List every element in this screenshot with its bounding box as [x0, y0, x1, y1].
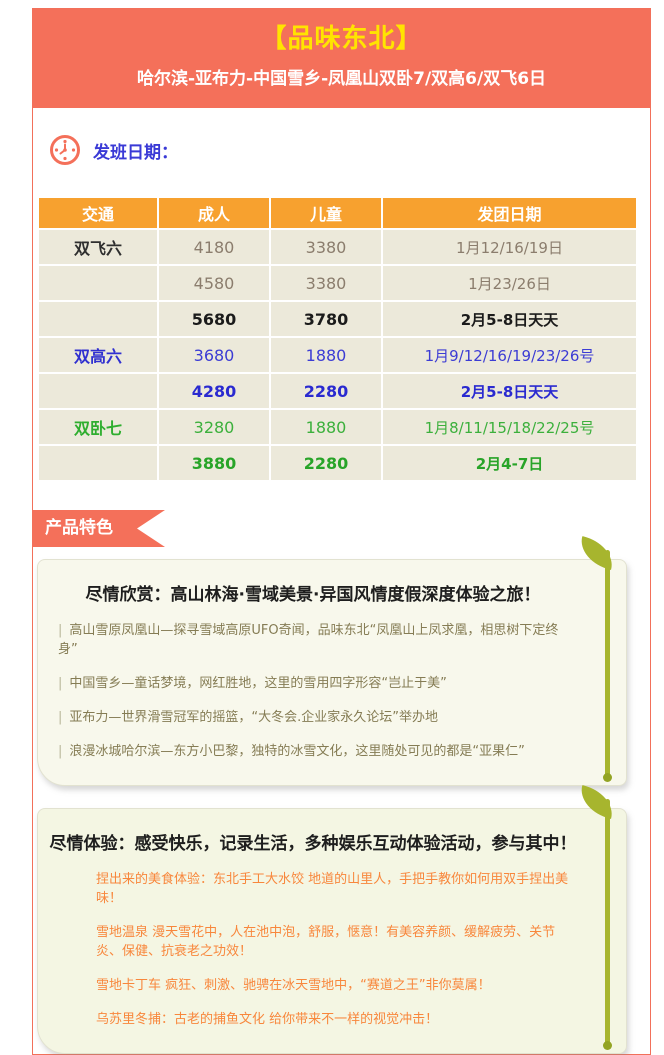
- adult-price-cell: 4280: [159, 374, 269, 408]
- child-price-cell: 1880: [271, 338, 381, 372]
- table-row: 3880 2280 2月4-7日: [39, 446, 636, 480]
- adult-price-cell: 5680: [159, 302, 269, 336]
- transport-cell: 双卧七: [39, 410, 157, 444]
- table-row: 4280 2280 2月5-8日天天: [39, 374, 636, 408]
- ribbon-label: 产品特色: [45, 518, 113, 538]
- feature-bullet: 高山雪原凤凰山—探寻雪域高原UFO奇闻，品味东北“凤凰山上凤求凰，相思树下定终身…: [48, 621, 578, 659]
- feature-bullet: 捏出来的美食体验：东北手工大水饺 地道的山里人，手把手教你如何用双手捏出美味！: [96, 872, 569, 906]
- transport-cell: 双飞六: [39, 230, 157, 264]
- departure-label: 发班日期：: [93, 142, 178, 163]
- col-header-child: 儿童: [271, 198, 381, 228]
- table-row: 双飞六 4180 3380 1月12/16/19日: [39, 230, 636, 264]
- child-price-cell: 3780: [271, 302, 381, 336]
- col-header-transport: 交通: [39, 198, 157, 228]
- feature-box-sightseeing: 尽情欣赏：高山林海·雪域美景·异国风情度假深度体验之旅！ 高山雪原凤凰山—探寻雪…: [37, 550, 627, 786]
- table-row: 5680 3780 2月5-8日天天: [39, 302, 636, 336]
- transport-cell: 双高六: [39, 338, 157, 372]
- hero-banner: 【品味东北】 哈尔滨-亚布力-中国雪乡-凤凰山双卧7/双高6/双飞6日: [33, 9, 650, 108]
- adult-price-cell: 3680: [159, 338, 269, 372]
- leaf-icon: [603, 550, 612, 782]
- adult-price-cell: 3880: [159, 446, 269, 480]
- child-price-cell: 3380: [271, 230, 381, 264]
- departure-section: 发班日期：: [33, 108, 650, 196]
- feature-box-title: 尽情体验：感受快乐，记录生活，多种娱乐互动体验活动，参与其中！: [49, 834, 577, 854]
- transport-cell: [39, 446, 157, 480]
- col-header-adult: 成人: [159, 198, 269, 228]
- table-row: 双高六 3680 1880 1月9/12/16/19/23/26号: [39, 338, 636, 372]
- leaf-icon: [603, 799, 612, 1050]
- transport-cell: [39, 266, 157, 300]
- page-title: 【品味东北】: [260, 24, 423, 54]
- dates-cell: 1月8/11/15/18/22/25号: [383, 410, 636, 444]
- table-row: 4580 3380 1月23/26日: [39, 266, 636, 300]
- adult-price-cell: 3280: [159, 410, 269, 444]
- feature-bullet: 中国雪乡—童话梦境，网红胜地，这里的雪用四字形容“岂止于美”: [48, 674, 578, 693]
- transport-cell: [39, 302, 157, 336]
- feature-box-experience: 尽情体验：感受快乐，记录生活，多种娱乐互动体验活动，参与其中！ 捏出来的美食体验…: [37, 799, 627, 1054]
- table-row: 双卧七 3280 1880 1月8/11/15/18/22/25号: [39, 410, 636, 444]
- col-header-dates: 发团日期: [383, 198, 636, 228]
- child-price-cell: 1880: [271, 410, 381, 444]
- child-price-cell: 3380: [271, 266, 381, 300]
- feature-bullet: 亚布力—世界滑雪冠军的摇篮，“大冬会.企业家永久论坛”举办地: [48, 708, 578, 727]
- feature-bullet: 雪地卡丁车 疯狂、刺激、驰骋在冰天雪地中，“赛道之王”非你莫属！: [96, 978, 491, 993]
- transport-cell: [39, 374, 157, 408]
- promo-page: 【品味东北】 哈尔滨-亚布力-中国雪乡-凤凰山双卧7/双高6/双飞6日 发班日期…: [32, 8, 651, 1055]
- dates-cell: 2月5-8日天天: [383, 374, 636, 408]
- feature-bullet: 雪地温泉 漫天雪花中，人在池中泡，舒服，惬意！有美容养颜、缓解疲劳、关节炎、保健…: [96, 925, 556, 959]
- dates-cell: 1月23/26日: [383, 266, 636, 300]
- table-header-row: 交通 成人 儿童 发团日期: [39, 198, 636, 228]
- dates-cell: 1月12/16/19日: [383, 230, 636, 264]
- feature-bullet: 乌苏里冬捕：古老的捕鱼文化 给你带来不一样的视觉冲击！: [96, 1012, 439, 1027]
- features-ribbon: 产品特色: [33, 510, 165, 547]
- dates-cell: 2月5-8日天天: [383, 302, 636, 336]
- feature-bullet: 浪漫冰城哈尔滨—东方小巴黎，独特的冰雪文化，这里随处可见的都是“亚果仁”: [48, 742, 578, 761]
- adult-price-cell: 4580: [159, 266, 269, 300]
- clock-icon: [49, 134, 81, 166]
- feature-box-title: 尽情欣赏：高山林海·雪域美景·异国风情度假深度体验之旅！: [85, 585, 541, 605]
- dates-cell: 2月4-7日: [383, 446, 636, 480]
- adult-price-cell: 4180: [159, 230, 269, 264]
- price-table: 交通 成人 儿童 发团日期 双飞六 4180 3380 1月12/16/19日 …: [37, 196, 638, 482]
- child-price-cell: 2280: [271, 374, 381, 408]
- child-price-cell: 2280: [271, 446, 381, 480]
- dates-cell: 1月9/12/16/19/23/26号: [383, 338, 636, 372]
- page-subtitle: 哈尔滨-亚布力-中国雪乡-凤凰山双卧7/双高6/双飞6日: [136, 69, 547, 89]
